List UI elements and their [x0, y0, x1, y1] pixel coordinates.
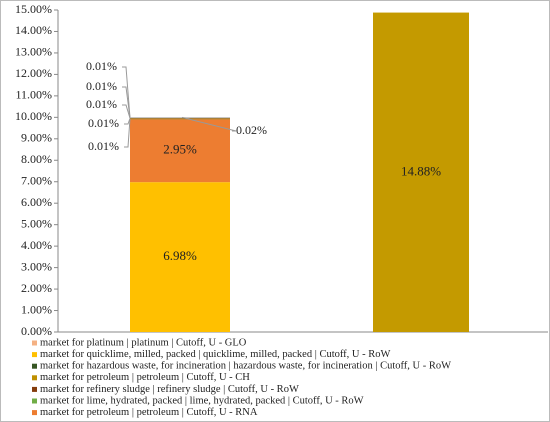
- bar-segment: [130, 182, 230, 332]
- leader-line: [122, 66, 131, 118]
- legend-label: market for lime, hydrated, packed | lime…: [40, 395, 364, 406]
- legend-swatch: [32, 352, 37, 358]
- bar-segment: [373, 12, 469, 333]
- leader-line: [122, 86, 131, 119]
- y-tick-label: 14.00%: [15, 23, 52, 37]
- legend-swatch: [32, 363, 37, 369]
- y-tick-label: 2.00%: [21, 281, 52, 295]
- legend-label: market for platinum | platinum | Cutoff,…: [40, 337, 247, 348]
- leader-line: [122, 104, 131, 119]
- bar-segment: [130, 118, 230, 183]
- data-label: 6.98%: [163, 248, 197, 263]
- leader-line: [124, 118, 131, 148]
- data-label: 2.95%: [163, 141, 197, 156]
- data-label: 0.01%: [88, 116, 119, 130]
- y-tick-label: 1.00%: [21, 302, 52, 316]
- y-tick-label: 13.00%: [15, 45, 52, 59]
- data-label: 0.01%: [86, 97, 117, 111]
- data-label: 14.88%: [401, 163, 441, 178]
- y-tick-label: 7.00%: [21, 173, 52, 187]
- data-label: 0.01%: [88, 139, 119, 153]
- y-tick-label: 8.00%: [21, 152, 52, 166]
- legend-swatch: [32, 375, 37, 381]
- y-tick-label: 4.00%: [21, 238, 52, 252]
- y-tick-label: 6.00%: [21, 195, 52, 209]
- y-tick-label: 11.00%: [15, 88, 52, 102]
- data-label: 0.01%: [86, 79, 117, 93]
- y-tick-label: 5.00%: [21, 216, 52, 230]
- data-label: 0.01%: [86, 59, 117, 73]
- y-tick-label: 12.00%: [15, 66, 52, 80]
- legend-swatch: [32, 398, 37, 404]
- y-tick-label: 3.00%: [21, 259, 52, 273]
- legend-label: market for petroleum | petroleum | Cutof…: [40, 407, 258, 418]
- y-tick-label: 9.00%: [21, 131, 52, 145]
- legend-label: market for petroleum | petroleum | Cutof…: [40, 372, 250, 383]
- legend-swatch: [32, 386, 37, 392]
- bar-segment: [130, 117, 230, 118]
- data-label: 0.02%: [236, 123, 267, 137]
- legend-label: market for refinery sludge | refinery sl…: [40, 384, 299, 395]
- y-tick-label: 10.00%: [15, 109, 52, 123]
- legend-swatch: [32, 340, 37, 346]
- legend-label: market for hazardous waste, for incinera…: [40, 361, 451, 372]
- y-tick-label: 15.00%: [15, 2, 52, 16]
- leader-line: [181, 116, 237, 132]
- y-tick-label: 0.00%: [21, 324, 52, 338]
- legend-label: market for quicklime, milled, packed | q…: [40, 349, 391, 360]
- leader-line: [124, 118, 131, 125]
- legend-swatch: [32, 410, 37, 416]
- bar-segment: [130, 117, 230, 119]
